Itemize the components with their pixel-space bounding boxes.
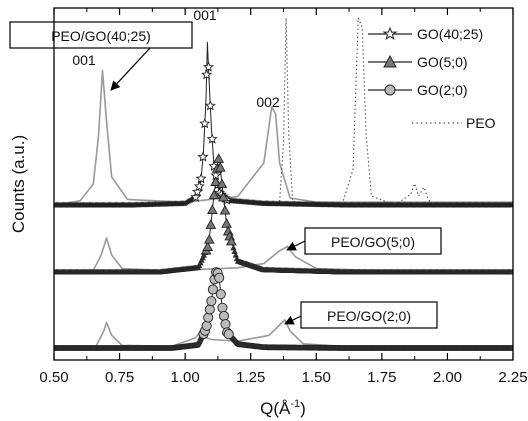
series-markers xyxy=(54,61,513,351)
series-marker-go-5-0 xyxy=(225,235,237,246)
series-marker-go-5-0 xyxy=(216,178,228,189)
series-marker-go-40-25 xyxy=(508,201,513,208)
peak-label-001-center: 001 xyxy=(193,7,217,23)
series-marker-go-5-0 xyxy=(213,153,225,163)
series-marker-go-2-0 xyxy=(214,272,225,283)
series-marker-go-5-0 xyxy=(210,176,221,186)
x-tick-label: 2.25 xyxy=(498,369,527,386)
x-tick-label: 0.75 xyxy=(105,369,134,386)
series-marker-go-40-25 xyxy=(193,180,205,192)
series-marker-go-2-0 xyxy=(215,289,226,300)
series-marker-go-5-0 xyxy=(207,204,218,214)
arrow-peo-go-40-25 xyxy=(110,47,151,91)
plot-background xyxy=(54,8,513,360)
series-marker-go-5-0 xyxy=(221,218,232,228)
series-marker-go-5-0 xyxy=(203,234,215,244)
annotation-box-peo-go-2-0 xyxy=(300,301,438,329)
legend-triangle-icon xyxy=(383,54,397,68)
x-tick-label: 2.00 xyxy=(433,369,462,386)
x-axis-title: Q(Å-1) xyxy=(260,398,306,418)
annotation-peo-go-5-0: PEO/GO(5;0) xyxy=(331,234,415,250)
legend-star-icon xyxy=(382,26,398,40)
x-tick-label: 1.00 xyxy=(171,369,200,386)
series-marker-go-2-0 xyxy=(509,345,513,351)
series-marker-go-40-25 xyxy=(190,191,202,202)
y-axis-title: Counts (a.u.) xyxy=(9,135,28,233)
series-marker-go-2-0 xyxy=(204,304,215,315)
series-marker-go-40-25 xyxy=(197,151,209,162)
series-marker-go-2-0 xyxy=(218,310,230,322)
series-marker-go-40-25 xyxy=(195,172,207,184)
peak-label-002: 002 xyxy=(256,94,280,110)
series-marker-go-40-25 xyxy=(199,117,211,129)
x-tick-label: 1.75 xyxy=(367,369,396,386)
series-marker-go-2-0 xyxy=(217,302,228,313)
annotation-peo-go-40-25: PEO/GO(40;25) xyxy=(51,28,151,44)
series-marker-go-5-0 xyxy=(205,219,217,229)
series-marker-go-2-0 xyxy=(220,319,231,330)
legend-label-go-5-0: GO(5;0) xyxy=(417,54,468,70)
peak-label-001-left: 001 xyxy=(72,52,96,68)
legend-label-go-40-25: GO(40;25) xyxy=(417,26,483,42)
series-marker-go-40-25 xyxy=(202,61,215,72)
series-marker-go-5-0 xyxy=(202,241,214,251)
series-marker-go-2-0 xyxy=(203,312,214,323)
annotation-box-peo-go-40-25 xyxy=(9,21,193,49)
annotation-peo-go-2-0: PEO/GO(2;0) xyxy=(327,308,411,324)
annotations: PEO/GO(40;25) 001 001 002 PEO/GO(5;0) PE… xyxy=(9,7,442,329)
series-marker-go-5-0 xyxy=(214,161,226,172)
series-marker-go-40-25 xyxy=(201,69,213,80)
x-tick-label: 1.50 xyxy=(302,369,331,386)
series-marker-go-40-25 xyxy=(206,133,218,144)
legend-label-peo: PEO xyxy=(466,115,496,131)
series-marker-go-2-0 xyxy=(207,284,218,295)
annotation-box-peo-go-5-0 xyxy=(304,227,442,255)
legend-label-go-2-0: GO(2;0) xyxy=(417,82,468,98)
series-marker-go-2-0 xyxy=(223,329,234,340)
series-marker-go-5-0 xyxy=(218,191,229,202)
series-marker-go-5-0 xyxy=(219,204,231,215)
x-axis: 0.50 0.75 1.00 1.25 1.50 1.75 2.00 2.25 xyxy=(39,8,528,386)
series-marker-go-40-25 xyxy=(191,185,203,197)
legend-circle-icon xyxy=(384,84,396,96)
series-marker-go-5-0 xyxy=(508,268,513,275)
x-tick-label: 1.25 xyxy=(236,369,265,386)
x-tick-label: 0.50 xyxy=(39,369,68,386)
series-marker-go-2-0 xyxy=(201,320,212,331)
series-marker-go-2-0 xyxy=(206,296,217,307)
arrow-peo-go-5-0 xyxy=(286,240,306,251)
series-marker-go-5-0 xyxy=(208,189,220,200)
series-marker-go-40-25 xyxy=(204,100,216,111)
arrow-peo-go-2-0 xyxy=(284,315,302,325)
legend: GO(40;25) GO(5;0) GO(2;0) PEO xyxy=(368,26,496,131)
